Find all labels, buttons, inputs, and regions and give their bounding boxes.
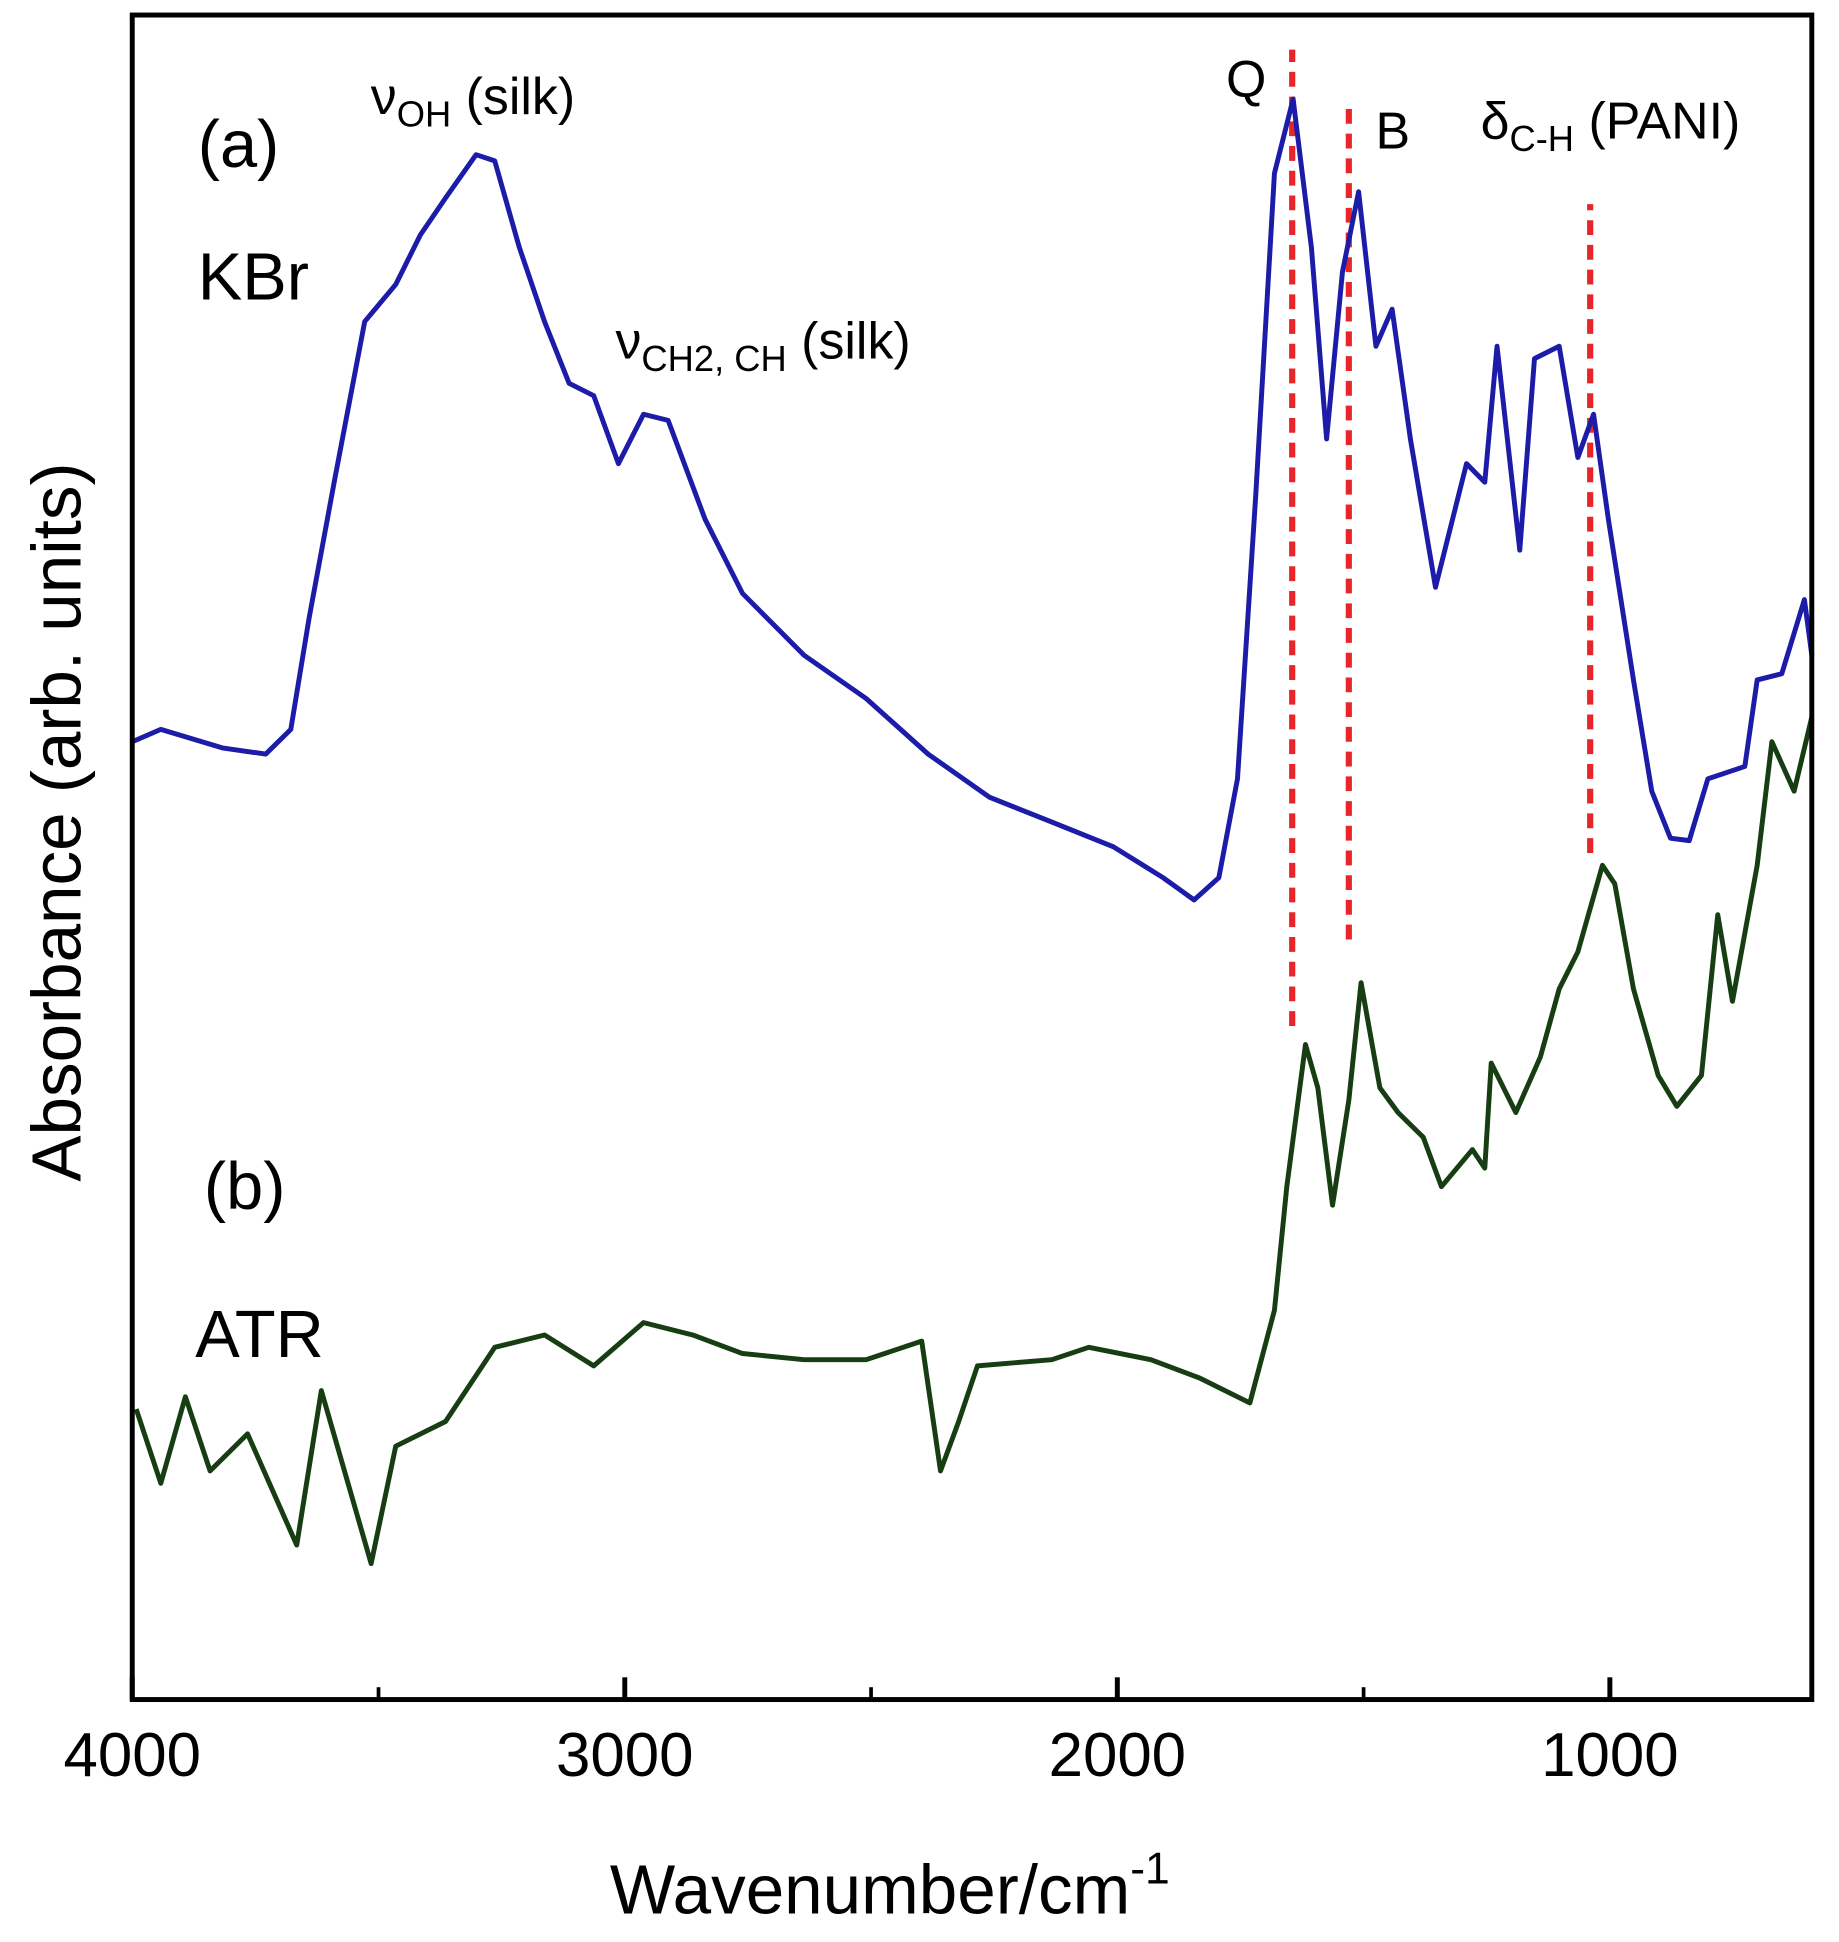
annotation-sub: CH2, CH (641, 338, 786, 379)
annotation-text: B (1376, 102, 1411, 160)
annotation-text: δ (1481, 92, 1510, 150)
annotation-sub: OH (397, 93, 452, 134)
x-tick-label: 1000 (1541, 1721, 1678, 1790)
annotation-text: ν (615, 312, 641, 370)
plot-frame (129, 12, 1815, 1703)
x-tick-label: 2000 (1049, 1721, 1186, 1790)
x-tick-label: 4000 (64, 1721, 201, 1790)
y-axis-label: Absorbance (arb. units) (17, 463, 95, 1182)
annotation: (b) (204, 1150, 286, 1224)
annotation-text: ν (371, 67, 397, 125)
annotation: ATR (195, 1298, 323, 1372)
annotation: KBr (198, 240, 309, 314)
spectrum-line (133, 716, 1815, 1567)
annotation: B (1376, 102, 1411, 160)
annotation: Q (1226, 50, 1266, 108)
x-axis-label: Wavenumber/cm-1 (610, 1845, 1170, 1929)
annotation-suffix: (PANI) (1574, 92, 1740, 150)
x-axis-label-text: Wavenumber/cm (610, 1850, 1130, 1928)
annotation-suffix: (silk) (451, 67, 575, 125)
annotation-text: Q (1226, 50, 1266, 108)
x-tick-label: 3000 (556, 1721, 693, 1790)
annotation-text: KBr (198, 240, 309, 314)
spectrum-line (131, 96, 1815, 903)
annotation: νOH (silk) (371, 67, 575, 134)
annotation-text: (b) (204, 1150, 286, 1224)
annotation-text: ATR (195, 1298, 323, 1372)
x-axis-label-sup: -1 (1130, 1845, 1170, 1894)
annotation-sub: C-H (1509, 118, 1574, 159)
annotation: (a) (198, 108, 280, 182)
annotation: δC-H (PANI) (1481, 92, 1741, 159)
annotation-suffix: (silk) (787, 312, 911, 370)
annotation-text: (a) (198, 108, 280, 182)
annotation: νCH2, CH (silk) (615, 312, 910, 379)
